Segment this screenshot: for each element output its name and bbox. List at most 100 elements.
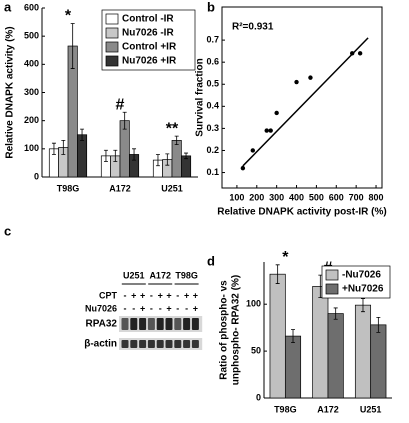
panel-letter: a bbox=[4, 0, 12, 14]
y-tick-label: 100 bbox=[246, 299, 261, 309]
significance-mark: * bbox=[65, 8, 72, 25]
error-bar bbox=[113, 149, 118, 162]
treatment-sign: - bbox=[150, 303, 153, 313]
legend-swatch bbox=[325, 269, 339, 281]
blot-band bbox=[156, 340, 164, 348]
error-bar bbox=[275, 264, 280, 284]
treatment-sign: - bbox=[176, 303, 179, 313]
x-tick-label: U251 bbox=[161, 183, 183, 193]
x-axis-label: Relative DNAPK activity post-IR (%) bbox=[217, 207, 386, 218]
significance-mark: # bbox=[116, 96, 125, 113]
legend-swatch bbox=[325, 283, 339, 295]
treatment-sign: - bbox=[124, 290, 127, 300]
x-tick-label: T98G bbox=[57, 183, 80, 193]
blot-band bbox=[139, 318, 147, 330]
treatment-sign: - bbox=[159, 303, 162, 313]
y-tick-label: 500 bbox=[24, 31, 39, 41]
x-tick-label: 300 bbox=[269, 192, 284, 202]
panel-letter: d bbox=[207, 253, 215, 268]
data-point bbox=[294, 79, 299, 85]
blot-band bbox=[174, 340, 182, 348]
legend-swatch bbox=[105, 55, 119, 67]
bar bbox=[312, 286, 329, 399]
y-tick-label: 0.2 bbox=[206, 145, 219, 155]
data-point bbox=[357, 51, 363, 56]
blot-band bbox=[130, 340, 138, 348]
treatment-sign: + bbox=[166, 303, 171, 313]
legend-label: -Nu7026 bbox=[342, 270, 381, 281]
bar bbox=[354, 304, 372, 399]
error-bar bbox=[291, 329, 296, 344]
error-bar bbox=[376, 316, 381, 333]
error-bar bbox=[165, 153, 170, 166]
legend-label: +Nu7026 bbox=[342, 284, 384, 295]
treatment-sign: - bbox=[132, 303, 135, 313]
cell-line-label: T98G bbox=[175, 270, 198, 280]
band-label: β-actin bbox=[84, 339, 117, 350]
blot-band bbox=[121, 318, 129, 330]
treatment-sign: + bbox=[166, 290, 171, 300]
blot-band bbox=[165, 340, 173, 348]
x-tick-label: 600 bbox=[329, 192, 344, 202]
y-tick-label: 0.3 bbox=[206, 123, 219, 133]
treatment-sign: + bbox=[184, 290, 189, 300]
x-tick-label: A172 bbox=[317, 404, 339, 414]
x-tick-label: 400 bbox=[289, 192, 304, 202]
treatment-sign: - bbox=[176, 290, 179, 300]
error-bar bbox=[122, 111, 127, 130]
data-point bbox=[274, 110, 279, 116]
legend-label: Control -IR bbox=[122, 14, 174, 25]
blot-band bbox=[183, 340, 191, 348]
data-point bbox=[264, 128, 269, 133]
y-tick-label: 0 bbox=[34, 171, 39, 181]
x-tick-label: 800 bbox=[369, 192, 384, 202]
y-tick-label: 400 bbox=[24, 59, 39, 69]
blot-band bbox=[147, 318, 155, 330]
blot-band bbox=[191, 340, 199, 348]
error-bar bbox=[333, 307, 338, 320]
cell-line-label: U251 bbox=[123, 270, 145, 280]
y-axis-label: Ratio of phospho- vs bbox=[219, 280, 230, 380]
error-bar bbox=[360, 298, 365, 313]
treatment-sign: - bbox=[124, 303, 127, 313]
error-bar bbox=[51, 142, 56, 155]
y-tick-label: 0.6 bbox=[206, 57, 219, 67]
y-axis-label: unphospho- RPA32 (%) bbox=[231, 275, 242, 385]
legend-swatch bbox=[105, 41, 119, 53]
bar bbox=[327, 313, 344, 399]
bar bbox=[269, 273, 286, 399]
y-tick-label: 200 bbox=[24, 115, 39, 125]
treatment-sign: + bbox=[193, 303, 198, 313]
y-tick-label: 50 bbox=[251, 345, 261, 355]
significance-mark: * bbox=[282, 249, 289, 266]
legend-label: Control +IR bbox=[122, 42, 177, 53]
legend-swatch bbox=[105, 13, 119, 25]
blot-band bbox=[156, 318, 164, 330]
data-point bbox=[308, 75, 313, 80]
treatment-sign: + bbox=[140, 303, 145, 313]
band-label: RPA32 bbox=[86, 319, 118, 330]
y-tick-label: 0.5 bbox=[206, 79, 219, 89]
fit-line bbox=[242, 37, 369, 167]
error-bar bbox=[103, 149, 108, 162]
data-point bbox=[240, 165, 246, 171]
bar bbox=[370, 324, 387, 399]
legend-label: Nu7026 +IR bbox=[122, 56, 177, 67]
x-tick-label: 200 bbox=[249, 192, 264, 202]
r-squared: R²=0.931 bbox=[232, 22, 274, 33]
x-tick-label: U251 bbox=[360, 404, 382, 414]
y-tick-label: 600 bbox=[24, 2, 39, 12]
legend-swatch bbox=[105, 27, 119, 39]
legend-label: Nu7026 -IR bbox=[122, 28, 174, 39]
row-label: CPT bbox=[99, 290, 118, 300]
plot-frame bbox=[221, 6, 383, 189]
row-label: Nu7026 bbox=[85, 303, 117, 313]
data-point bbox=[268, 128, 273, 133]
error-bar bbox=[155, 154, 160, 167]
blot-band bbox=[130, 318, 138, 330]
treatment-sign: - bbox=[185, 303, 188, 313]
x-tick-label: 500 bbox=[309, 192, 324, 202]
y-axis-label: Relative DNAPK activity (%) bbox=[5, 26, 16, 158]
